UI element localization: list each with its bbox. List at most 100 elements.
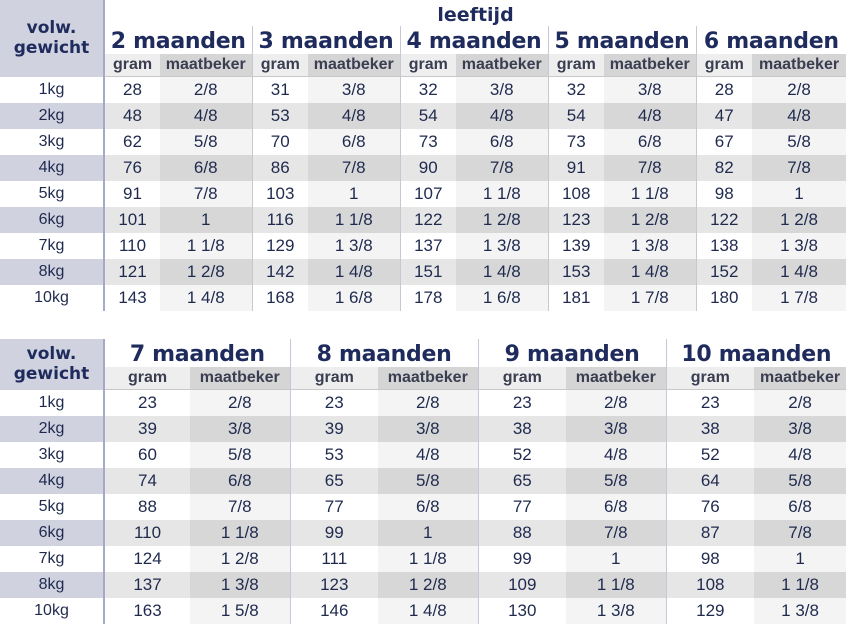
table-row: 6kg 101 1 116 1 1/8 122 1 2/8 123 1 2/8 122 1 2/8: [0, 206, 846, 233]
gram-cell: 146: [289, 597, 379, 624]
gram-cell: 52: [477, 441, 567, 468]
maatbeker-cell: 6/8: [566, 493, 667, 520]
gram-cell: 137: [104, 571, 190, 598]
maatbeker-cell: 4/8: [308, 102, 400, 129]
gram-cell: 74: [104, 467, 190, 494]
gram-cell: 39: [289, 415, 379, 442]
maatbeker-cell: 4/8: [566, 441, 667, 468]
gram-cell: 32: [547, 76, 604, 103]
maatbeker-subheader: maatbeker: [604, 54, 696, 77]
gram-cell: 76: [104, 154, 160, 181]
maatbeker-cell: 2/8: [190, 389, 291, 416]
maatbeker-cell: 6/8: [308, 128, 400, 155]
maatbeker-cell: 1 1/8: [190, 519, 291, 546]
gram-cell: 90: [399, 154, 456, 181]
maatbeker-cell: 1 4/8: [456, 258, 548, 285]
maatbeker-cell: 1 4/8: [604, 258, 696, 285]
maatbeker-cell: 6/8: [456, 128, 548, 155]
gram-cell: 143: [118, 287, 147, 307]
gram-subheader: gram: [399, 54, 456, 77]
gram-cell: 123: [289, 571, 379, 598]
maatbeker-subheader: maatbeker: [754, 367, 846, 390]
gram-cell: 130: [477, 597, 567, 624]
gram-cell: 48: [104, 102, 160, 129]
gram-cell: 178: [399, 284, 456, 311]
gram-cell: 53: [289, 441, 379, 468]
gram-cell: 91: [123, 183, 142, 203]
maatbeker-cell: 1 3/8: [190, 571, 291, 598]
gram-cell: 111: [289, 545, 379, 572]
gram-cell: 53: [251, 102, 308, 129]
maatbeker-cell: 1 1/8: [754, 571, 846, 598]
gram-cell: 62: [123, 131, 142, 151]
month-header: 7 maanden: [129, 342, 265, 367]
table-row: 8kg 137 1 3/8 123 1 2/8 109 1 1/8 108 1 1/8: [0, 571, 846, 598]
maatbeker-cell: 1 1/8: [160, 232, 252, 259]
maatbeker-cell: 3/8: [308, 76, 400, 103]
gram-cell: 23: [289, 389, 379, 416]
maatbeker-cell: 6/8: [160, 154, 252, 181]
maatbeker-cell: 7/8: [754, 519, 846, 546]
gram-cell: 23: [477, 389, 567, 416]
weight-column-header: volw. gewicht: [0, 0, 105, 77]
maatbeker-cell: 5/8: [754, 467, 846, 494]
gram-cell: 82: [695, 154, 752, 181]
maatbeker-cell: 7/8: [308, 154, 400, 181]
weight-cell: 6kg: [0, 519, 105, 546]
weight-cell: 7kg: [0, 232, 105, 259]
maatbeker-cell: 1: [752, 180, 846, 207]
gram-cell: 142: [251, 258, 308, 285]
gram-cell: 23: [665, 389, 755, 416]
gram-cell: 28: [123, 79, 142, 99]
maatbeker-cell: 1 2/8: [752, 206, 846, 233]
table-row: 3kg 62 5/8 70 6/8 73 6/8 73 6/8 67 5/8: [0, 128, 846, 155]
maatbeker-cell: 1 1/8: [566, 571, 667, 598]
weight-cell: 4kg: [0, 467, 105, 494]
maatbeker-cell: 1 1/8: [308, 206, 400, 233]
maatbeker-subheader: maatbeker: [752, 54, 846, 77]
maatbeker-cell: 2/8: [566, 389, 667, 416]
gram-subheader: gram: [251, 54, 308, 77]
feeding-table-months-7-10: volw. gewicht 7 maanden 8 maanden 9 maande…: [0, 339, 846, 624]
gram-cell: 108: [547, 180, 604, 207]
gram-subheader: gram: [289, 367, 379, 390]
table-row: 4kg 74 6/8 65 5/8 65 5/8 64 5/8: [0, 467, 846, 494]
maatbeker-cell: 1 1/8: [456, 180, 548, 207]
maatbeker-subheader: maatbeker: [190, 367, 291, 390]
gram-cell: 67: [695, 128, 752, 155]
gram-cell: 123: [547, 206, 604, 233]
month-header: 2 maanden: [110, 29, 246, 54]
maatbeker-cell: 1 5/8: [190, 597, 291, 624]
month-header: 8 maanden: [289, 339, 479, 367]
maatbeker-cell: 1 3/8: [752, 232, 846, 259]
weight-cell: 5kg: [0, 493, 105, 520]
gram-cell: 70: [251, 128, 308, 155]
gram-cell: 54: [547, 102, 604, 129]
maatbeker-cell: 5/8: [378, 467, 479, 494]
gram-cell: 109: [477, 571, 567, 598]
maatbeker-cell: 6/8: [190, 467, 291, 494]
maatbeker-cell: 4/8: [378, 441, 479, 468]
gram-subheader: gram: [104, 54, 160, 77]
table-row: 10kg 143 1 4/8 168 1 6/8 178 1 6/8 181 1 7/8 180 1…: [0, 284, 846, 311]
gram-cell: 64: [665, 467, 755, 494]
weight-cell: 5kg: [0, 180, 105, 207]
maatbeker-cell: 7/8: [160, 180, 252, 207]
gram-cell: 124: [133, 548, 162, 568]
gram-cell: 122: [695, 206, 752, 233]
gram-cell: 77: [477, 493, 567, 520]
gram-cell: 88: [138, 496, 157, 516]
gram-cell: 65: [289, 467, 379, 494]
gram-cell: 151: [399, 258, 456, 285]
gram-cell: 31: [251, 76, 308, 103]
maatbeker-cell: 5/8: [160, 128, 252, 155]
maatbeker-cell: 1 3/8: [308, 232, 400, 259]
gram-cell: 88: [477, 519, 567, 546]
gram-cell: 73: [547, 128, 604, 155]
table-row: 5kg 88 7/8 77 6/8 77 6/8 76 6/8: [0, 493, 846, 520]
maatbeker-cell: 6/8: [378, 493, 479, 520]
maatbeker-cell: 5/8: [190, 441, 291, 468]
weight-header-line1: volw.: [26, 18, 77, 39]
gram-cell: 47: [695, 102, 752, 129]
gram-cell: 73: [399, 128, 456, 155]
